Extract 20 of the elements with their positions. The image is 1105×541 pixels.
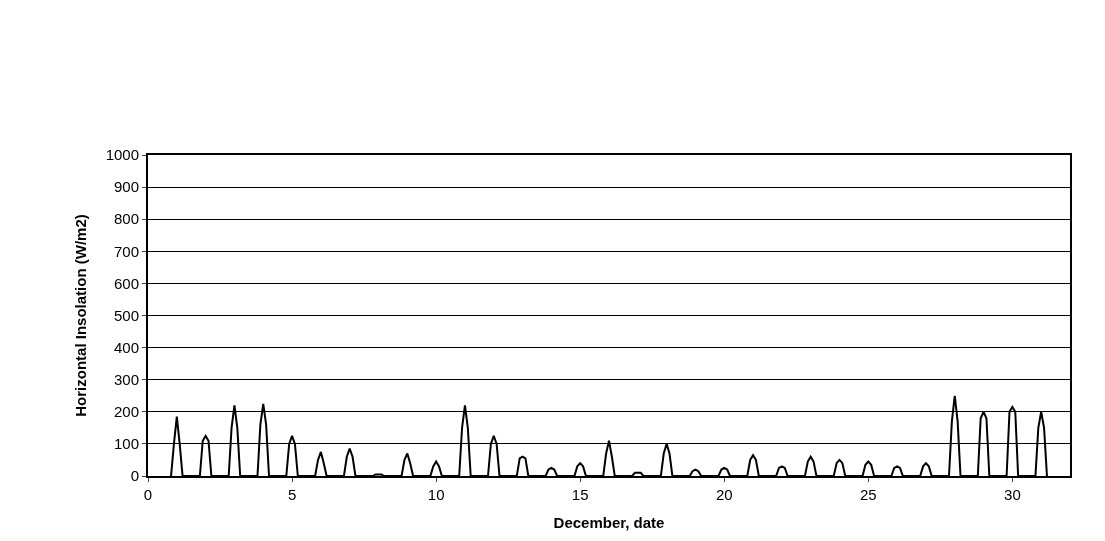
x-tick-label: 15 bbox=[571, 486, 589, 503]
y-tick-label: 1000 bbox=[105, 146, 139, 164]
y-tick-label: 600 bbox=[113, 274, 139, 292]
y-axis-title: Horizontal Insolation (W/m2) bbox=[72, 214, 90, 417]
x-tick-label: 30 bbox=[1004, 486, 1021, 503]
x-tick-label: 10 bbox=[427, 486, 445, 503]
y-tick-label: 100 bbox=[113, 435, 139, 453]
x-tick-label: 5 bbox=[287, 486, 297, 503]
x-tick-label: 25 bbox=[859, 486, 877, 503]
y-tick-label: 700 bbox=[113, 242, 139, 260]
y-tick-label: 400 bbox=[113, 338, 139, 356]
y-tick-label: 300 bbox=[113, 370, 139, 388]
y-tick-label: 500 bbox=[113, 306, 139, 324]
y-tick-label: 200 bbox=[113, 403, 139, 421]
x-axis-title: December, date bbox=[553, 513, 665, 531]
x-tick-label: 20 bbox=[715, 486, 733, 503]
y-tick-label: 800 bbox=[113, 210, 139, 228]
x-tick-label: 0 bbox=[143, 486, 153, 503]
y-tick-label: 0 bbox=[130, 467, 139, 485]
y-tick-label: 900 bbox=[113, 178, 139, 196]
